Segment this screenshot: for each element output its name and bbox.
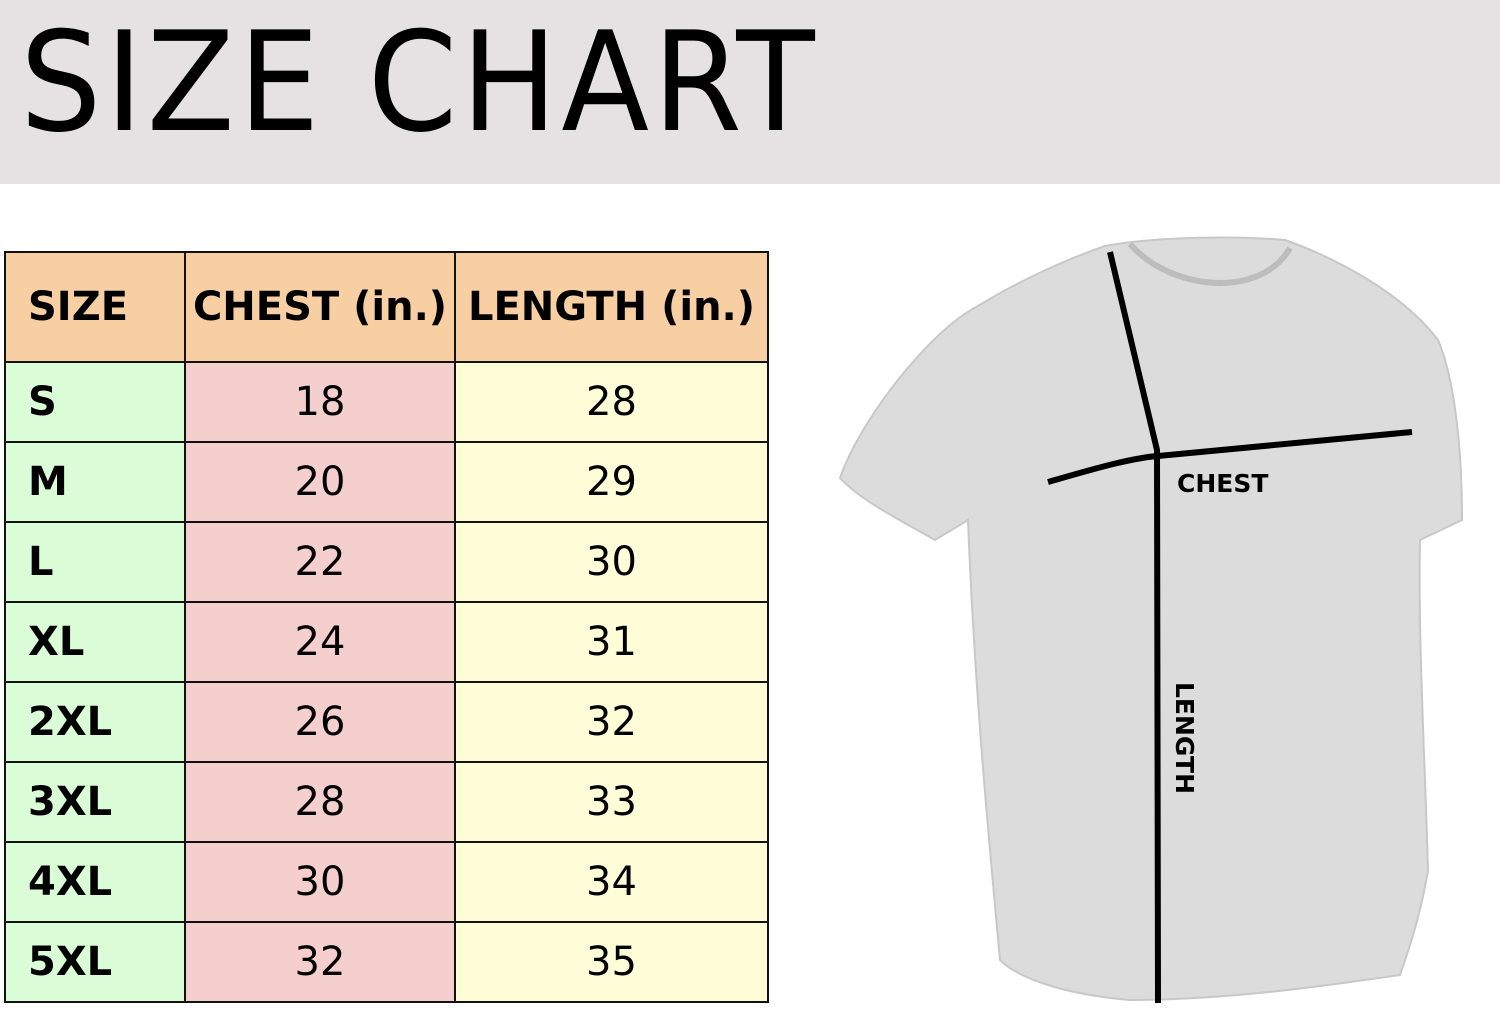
cell-size: 2XL <box>4 681 186 763</box>
tshirt-illustration <box>838 236 1464 1002</box>
cell-chest: 24 <box>184 601 456 683</box>
cell-chest: 30 <box>184 841 456 923</box>
cell-length: 28 <box>454 361 769 443</box>
title-banner: SIZE CHART <box>0 0 1500 184</box>
chest-line <box>1047 429 1413 485</box>
table-row: 3XL 28 33 <box>4 761 769 843</box>
header-chest: CHEST (in.) <box>184 251 456 363</box>
header-size: SIZE <box>4 251 186 363</box>
cell-chest: 18 <box>184 361 456 443</box>
chest-label: CHEST <box>1177 469 1268 498</box>
collar <box>1127 242 1293 286</box>
cell-length: 29 <box>454 441 769 523</box>
table-header-row: SIZE CHEST (in.) LENGTH (in.) <box>4 251 769 363</box>
cell-size: 4XL <box>4 841 186 923</box>
cell-length: 32 <box>454 681 769 763</box>
cell-size: S <box>4 361 186 443</box>
page-title: SIZE CHART <box>20 2 819 163</box>
table-row: 5XL 32 35 <box>4 921 769 1003</box>
cell-length: 35 <box>454 921 769 1003</box>
cell-length: 30 <box>454 521 769 603</box>
table-row: S 18 28 <box>4 361 769 443</box>
cell-size: 5XL <box>4 921 186 1003</box>
cell-size: XL <box>4 601 186 683</box>
cell-length: 34 <box>454 841 769 923</box>
size-table: SIZE CHEST (in.) LENGTH (in.) S 18 28 M 20 29… <box>4 251 769 1003</box>
header-length: LENGTH (in.) <box>454 251 769 363</box>
table-row: L 22 30 <box>4 521 769 603</box>
length-label: LENGTH <box>1170 682 1199 794</box>
length-line <box>1107 251 1161 1004</box>
table-row: M 20 29 <box>4 441 769 523</box>
cell-chest: 20 <box>184 441 456 523</box>
cell-length: 33 <box>454 761 769 843</box>
cell-size: 3XL <box>4 761 186 843</box>
cell-chest: 22 <box>184 521 456 603</box>
table-row: 2XL 26 32 <box>4 681 769 763</box>
cell-length: 31 <box>454 601 769 683</box>
cell-size: M <box>4 441 186 523</box>
table-row: XL 24 31 <box>4 601 769 683</box>
cell-chest: 26 <box>184 681 456 763</box>
tshirt-diagram: CHEST LENGTH <box>838 236 1464 1004</box>
cell-size: L <box>4 521 186 603</box>
cell-chest: 28 <box>184 761 456 843</box>
table-row: 4XL 30 34 <box>4 841 769 923</box>
cell-chest: 32 <box>184 921 456 1003</box>
